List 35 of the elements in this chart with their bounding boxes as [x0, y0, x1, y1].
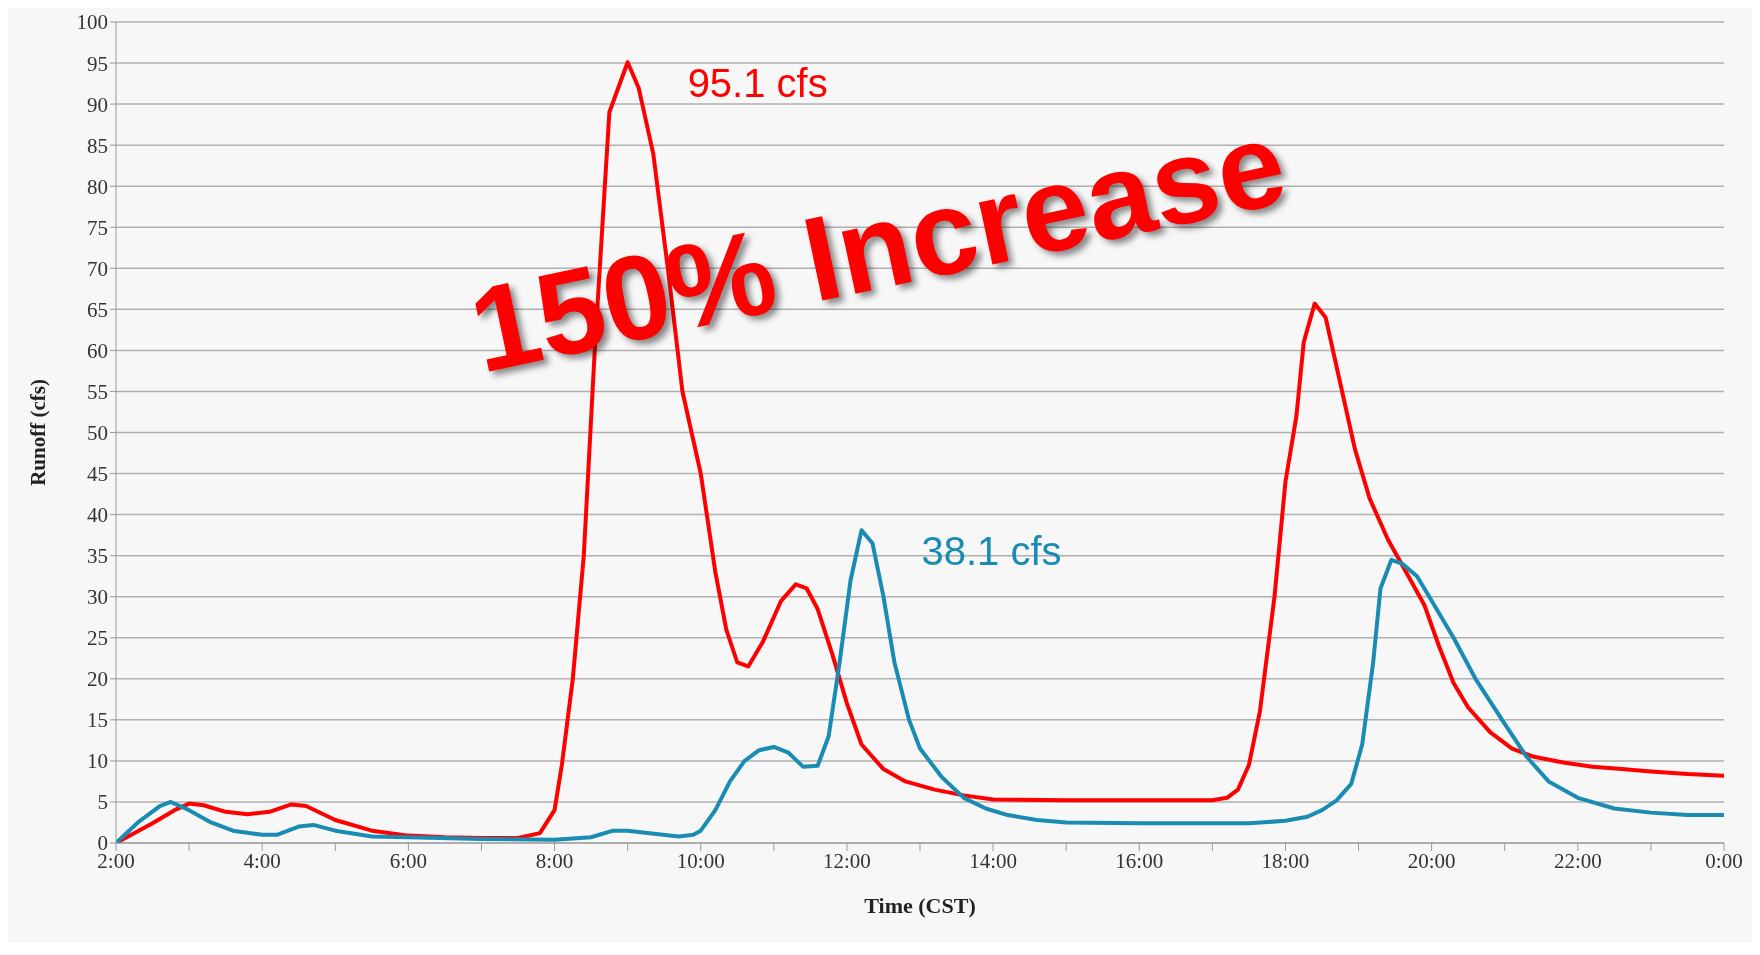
y-tick-label: 45 [87, 462, 108, 486]
y-tick-label: 15 [87, 708, 108, 733]
x-tick-label: 14:00 [969, 848, 1018, 873]
y-tick-label: 20 [87, 667, 108, 692]
annotation: 95.1 cfs [687, 61, 828, 106]
y-tick-label: 40 [87, 503, 108, 528]
x-tick-label: 10:00 [676, 848, 725, 873]
x-tick-label: 0:00 [1705, 848, 1743, 873]
y-tick-label: 50 [87, 420, 108, 445]
x-tick-label: 22:00 [1553, 848, 1602, 873]
y-tick-label: 90 [87, 92, 108, 117]
y-tick-label: 30 [87, 585, 108, 610]
y-tick-label: 10 [87, 749, 108, 774]
y-tick-label: 65 [87, 297, 108, 322]
annotation: 38.1 cfs [921, 529, 1062, 574]
y-tick-label: 25 [87, 626, 108, 651]
x-tick-label: 18:00 [1261, 848, 1310, 873]
y-tick-label: 75 [87, 215, 108, 240]
y-tick-label: 60 [87, 338, 108, 363]
x-tick-label: 8:00 [535, 848, 574, 873]
y-tick-label: 85 [87, 133, 108, 158]
y-axis-title: Runoff (cfs) [26, 379, 51, 486]
x-tick-label: 16:00 [1115, 848, 1164, 873]
x-tick-label: 12:00 [822, 848, 871, 873]
y-tick-label: 55 [87, 379, 108, 404]
y-tick-label: 5 [97, 790, 108, 815]
y-tick-label: 35 [87, 544, 108, 569]
y-tick-label: 70 [87, 256, 108, 281]
x-tick-label: 6:00 [389, 848, 428, 873]
x-tick-label: 4:00 [243, 848, 281, 873]
y-tick-label: 100 [76, 10, 108, 35]
x-axis-title: Time (CST) [864, 893, 976, 918]
y-tick-label: 80 [87, 174, 108, 199]
y-tick-label: 95 [87, 51, 108, 76]
x-tick-label: 20:00 [1407, 848, 1456, 873]
